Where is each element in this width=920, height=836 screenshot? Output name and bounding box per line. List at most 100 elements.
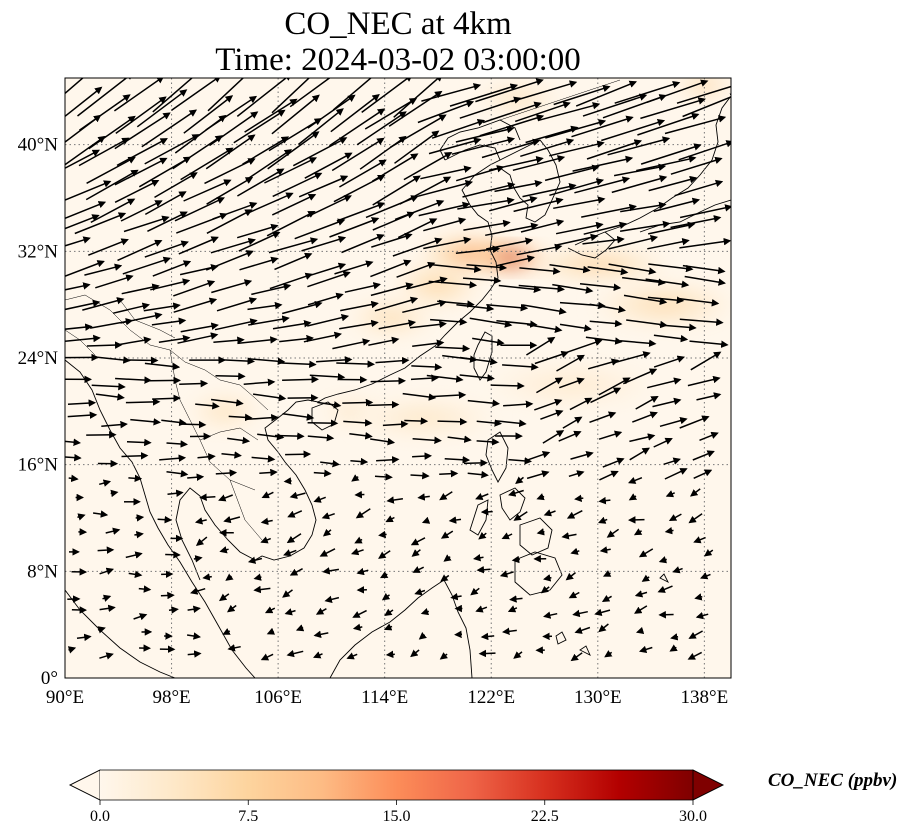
wind-arrow: [286, 533, 302, 544]
wind-arrow: [669, 644, 678, 652]
wind-arrow: [599, 470, 619, 481]
wind-arrow: [65, 323, 93, 331]
wind-arrow: [340, 300, 379, 312]
wind-arrow: [522, 304, 567, 315]
wind-arrow: [670, 156, 723, 175]
wind-arrow: [403, 152, 453, 181]
wind-arrow: [540, 409, 564, 420]
wind-arrow: [307, 419, 339, 427]
wind-arrow: [575, 80, 637, 107]
wind-arrow: [653, 197, 701, 213]
wind-arrow: [367, 400, 400, 409]
wind-arrow: [549, 178, 605, 197]
wind-arrow: [65, 438, 81, 446]
wind-arrow: [409, 320, 447, 329]
wind-arrow: [177, 332, 219, 344]
lat-tick-label: 24°N: [18, 348, 59, 369]
wind-arrow: [549, 263, 591, 274]
wind-arrow: [180, 147, 234, 181]
wind-arrow: [378, 530, 387, 539]
wind-arrow: [499, 570, 514, 578]
colorbar-tick-label: 7.5: [238, 808, 258, 825]
wind-arrow: [121, 452, 149, 460]
wind-arrow: [443, 554, 452, 562]
wind-arrow: [653, 334, 689, 343]
wind-arrow: [687, 375, 721, 387]
wind-arrow: [67, 646, 77, 654]
wind-arrow: [462, 182, 516, 198]
wind-arrow: [99, 567, 115, 575]
wind-arrow: [266, 627, 276, 635]
wind-arrow: [536, 377, 564, 394]
wind-arrow: [343, 419, 373, 427]
wind-arrow: [332, 338, 371, 350]
wind-arrow: [88, 115, 136, 150]
wind-arrow: [285, 450, 312, 458]
wind-arrow: [526, 336, 556, 356]
wind-arrow: [271, 193, 317, 216]
wind-arrow: [65, 236, 91, 247]
wind-arrow: [383, 623, 393, 631]
wind-arrow: [431, 118, 486, 139]
wind-arrow: [141, 109, 198, 148]
wind-arrow: [356, 567, 369, 576]
wind-arrow: [590, 387, 622, 404]
wind-arrow: [271, 78, 311, 114]
wind-arrow: [511, 80, 578, 103]
wind-arrow: [440, 530, 454, 539]
wind-arrow: [174, 114, 227, 154]
wind-arrow: [113, 302, 150, 314]
wind-arrow: [410, 374, 439, 382]
wind-arrow: [193, 555, 203, 563]
wind-arrow: [247, 556, 263, 564]
wind-arrow: [344, 282, 381, 293]
wind-arrow: [207, 78, 245, 112]
wind-arrow: [594, 608, 611, 617]
wind-arrow: [359, 135, 407, 170]
wind-arrow: [370, 282, 414, 297]
wind-arrow: [247, 301, 283, 311]
wind-arrow: [282, 412, 315, 421]
wind-arrow: [423, 217, 467, 232]
wind-arrow: [178, 236, 219, 255]
wind-arrow: [648, 175, 698, 192]
colorbar: 0.0 7.5 15.0 22.5 30.0: [69, 769, 724, 825]
lon-tick-label: 90°E: [46, 687, 84, 708]
wind-arrow: [670, 215, 722, 229]
wind-arrow: [635, 626, 645, 635]
wind-arrow: [404, 417, 429, 425]
wind-arrow: [211, 398, 244, 407]
wind-arrow: [509, 595, 523, 603]
wind-arrow: [226, 604, 237, 613]
wind-arrow: [451, 136, 516, 155]
wind-arrow: [238, 231, 281, 252]
wind-arrow: [479, 114, 545, 137]
wind-arrow: [346, 652, 358, 660]
coastline-micronesia: [555, 573, 670, 656]
wind-arrow: [342, 398, 374, 407]
wind-arrow: [190, 587, 206, 595]
wind-arrow: [173, 297, 218, 313]
wind-arrow: [92, 356, 131, 364]
wind-arrow: [402, 392, 437, 401]
wind-arrow: [99, 479, 112, 487]
wind-arrow: [364, 97, 418, 130]
wind-arrow: [513, 511, 528, 521]
wind-arrow: [117, 239, 163, 262]
wind-arrow: [82, 297, 125, 311]
wind-arrow: [475, 605, 488, 613]
wind-arrow: [478, 649, 496, 658]
wind-arrow: [220, 357, 255, 365]
wind-arrow: [329, 217, 380, 238]
wind-arrow: [322, 528, 332, 537]
wind-arrow: [227, 436, 251, 445]
wind-arrow: [65, 86, 103, 118]
wind-arrow: [236, 223, 279, 239]
wind-arrow: [183, 179, 232, 202]
wind-arrow: [613, 163, 667, 177]
wind-arrow: [478, 531, 487, 540]
wind-arrow: [181, 420, 207, 429]
wind-arrow: [628, 516, 645, 524]
wind-arrow: [374, 473, 393, 481]
co-hotspot: [358, 400, 492, 436]
